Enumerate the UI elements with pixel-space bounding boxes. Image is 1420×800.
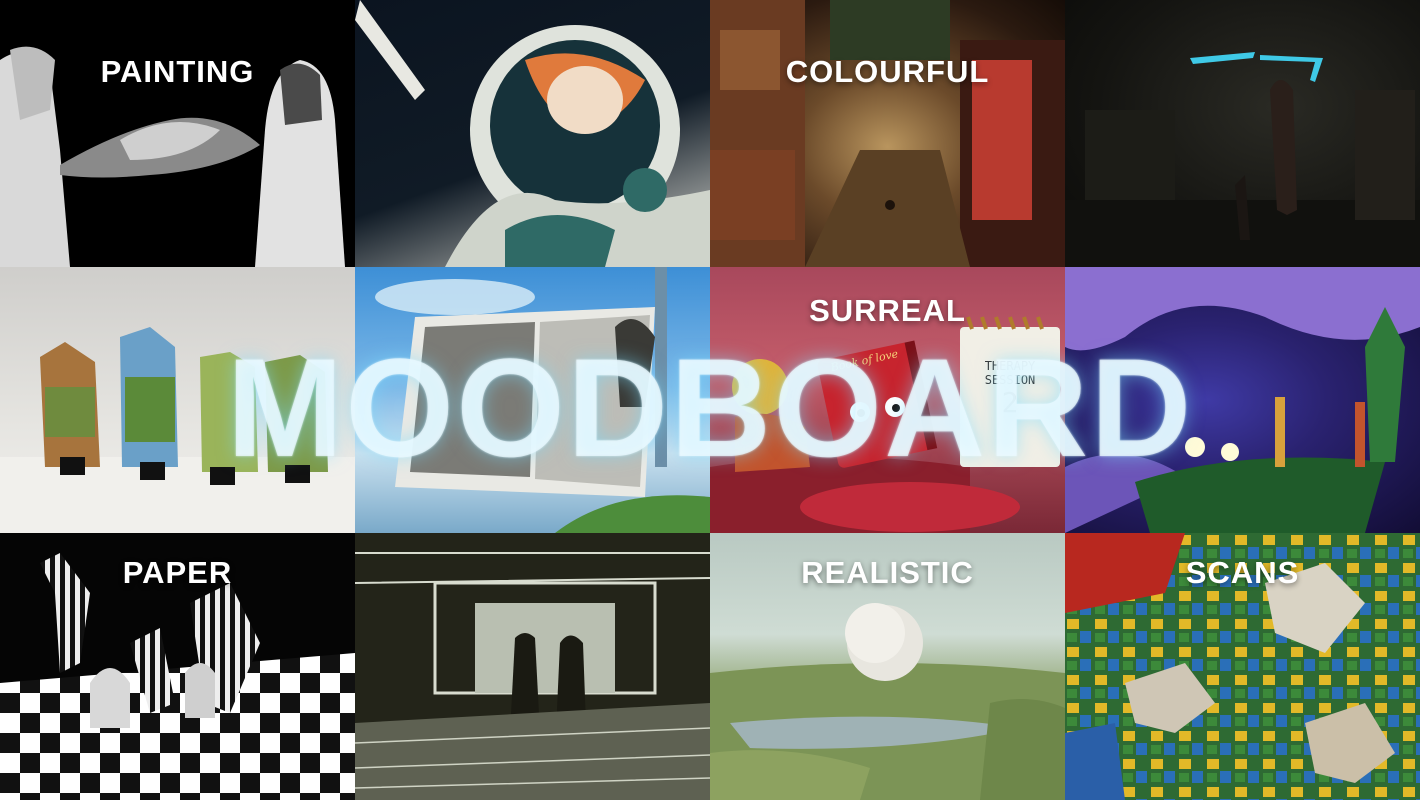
tile-label: SCANS [1185, 555, 1300, 590]
tile-astronaut[interactable] [355, 0, 710, 267]
tile-label: PAPER [122, 555, 233, 590]
notepad-number: 2 [1001, 386, 1019, 419]
realistic-artwork [710, 603, 1065, 800]
tile-sketch-room[interactable] [355, 267, 710, 533]
tile-scans[interactable]: SCANS [1065, 533, 1420, 800]
tile-paper-mountains[interactable] [0, 267, 355, 533]
line-art-artwork [355, 533, 710, 800]
tile-dark-interior[interactable] [1065, 0, 1420, 267]
tile-surreal[interactable]: SURREAL Book of love THERAPY SESSION 2 [710, 267, 1065, 533]
tile-label: COLOURFUL [785, 54, 990, 89]
tile-line-art[interactable] [355, 533, 710, 800]
scans-artwork [1065, 533, 1420, 800]
astronaut-artwork [355, 0, 710, 267]
tile-paper[interactable]: PAPER [0, 533, 355, 800]
notepad-text: THERAPY SESSION 2 [965, 359, 1055, 419]
tile-colourful[interactable]: COLOURFUL [710, 0, 1065, 267]
sketch-room-artwork [375, 267, 710, 533]
dark-interior-artwork [1065, 52, 1420, 267]
surreal-artwork [710, 316, 1060, 533]
painting-artwork [0, 46, 345, 267]
colourful-artwork [710, 0, 1065, 267]
tile-label: PAINTING [100, 54, 255, 89]
tile-space-island[interactable] [1065, 267, 1420, 533]
notepad-line-1: THERAPY [984, 359, 1036, 373]
paper-mountains-artwork [0, 327, 355, 533]
tile-label: SURREAL [809, 293, 966, 328]
space-island-artwork [1065, 267, 1420, 533]
tile-painting[interactable]: PAINTING [0, 0, 355, 267]
tile-label: REALISTIC [801, 555, 974, 590]
notepad-line-2: SESSION [984, 373, 1036, 387]
paper-artwork [0, 553, 355, 800]
tile-realistic[interactable]: REALISTIC [710, 533, 1065, 800]
